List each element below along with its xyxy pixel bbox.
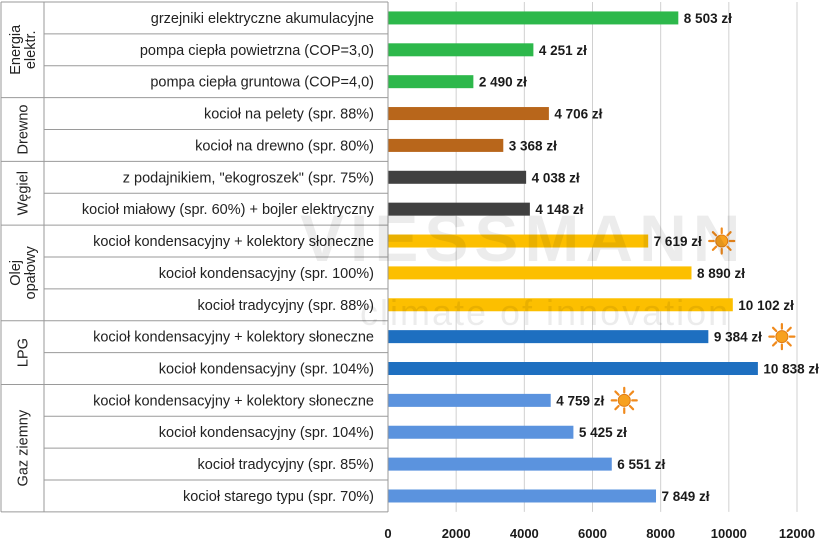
category-label-0: grzejniki elektryczne akumulacyjne	[151, 11, 374, 27]
x-tick-label-6: 12000	[779, 526, 815, 541]
group-label-0: Energiaelektr.	[8, 24, 39, 75]
bar-5	[388, 170, 527, 184]
bar-6	[388, 202, 530, 216]
sun-ray	[711, 231, 718, 237]
bar-10	[388, 330, 709, 344]
bar-15	[388, 489, 657, 503]
category-label-13: kocioł kondensacyjny (spr. 104%)	[159, 425, 374, 441]
sun-ray	[726, 231, 732, 237]
sun-core	[617, 393, 631, 407]
bar-9	[388, 298, 733, 312]
group-label-line: Drewno	[16, 104, 32, 154]
category-label-3: kocioł na pelety (spr. 88%)	[204, 107, 374, 123]
category-label-6: kocioł miałowy (spr. 60%) + bojler elekt…	[82, 202, 375, 218]
sun-ray	[726, 245, 732, 251]
category-label-15: kocioł starego typu (spr. 70%)	[183, 489, 374, 505]
value-labels: 8 503 zł 4 251 zł 2 490 zł 4 706 zł 3 368 zł…	[479, 11, 819, 504]
x-tick-label-4: 8000	[646, 526, 675, 541]
category-label-10: kocioł kondensacyjny + kolektory słonecz…	[93, 330, 374, 346]
sun-icon	[768, 323, 796, 351]
group-label-line: LPG	[16, 338, 32, 367]
sun-ray	[628, 390, 635, 396]
bar-12	[388, 393, 551, 407]
group-labels: Energiaelektr. Drewno Węgiel Olejopałowy LPG…	[8, 24, 39, 487]
x-tick-label-5: 10000	[711, 526, 747, 541]
bar-3	[388, 107, 549, 121]
value-label-10: 9 384 zł	[714, 330, 762, 345]
value-label-4: 3 368 zł	[509, 138, 557, 153]
group-label-line: opałowy	[23, 246, 39, 300]
group-label-4: LPG	[16, 338, 32, 367]
bar-2	[388, 75, 474, 89]
category-label-14: kocioł tradycyjny (spr. 85%)	[198, 457, 374, 473]
sun-ray	[614, 390, 620, 396]
x-tick-label-1: 2000	[442, 526, 471, 541]
category-frame	[0, 1, 389, 513]
bar-8	[388, 266, 692, 280]
value-label-11: 10 838 zł	[763, 362, 819, 377]
group-label-line: Gaz ziemny	[16, 409, 32, 486]
value-label-3: 4 706 zł	[554, 107, 602, 122]
x-tick-label-3: 6000	[578, 526, 607, 541]
value-label-8: 8 890 zł	[697, 266, 745, 281]
bar-13	[388, 425, 574, 439]
category-label-12: kocioł kondensacyjny + kolektory słonecz…	[93, 393, 374, 409]
bar-0	[388, 11, 679, 25]
group-label-2: Węgiel	[16, 171, 32, 215]
sun-ray	[628, 404, 635, 411]
sun-core	[715, 234, 729, 248]
bar-7	[388, 234, 649, 248]
category-labels: grzejniki elektryczne akumulacyjne pompa …	[82, 11, 375, 505]
bar-14	[388, 457, 612, 471]
group-label-3: Olejopałowy	[8, 246, 39, 300]
sun-ray	[771, 326, 778, 333]
bars	[388, 11, 758, 503]
category-label-7: kocioł kondensacyjny + kolektory słonecz…	[93, 234, 374, 250]
group-label-line: elektr.	[23, 30, 39, 69]
sun-ray	[771, 341, 778, 347]
x-axis-tick-labels: 0 2000 4000 6000 8000 10000 12000	[384, 526, 815, 541]
category-label-5: z podajnikiem, "ekogroszek" (spr. 75%)	[123, 170, 374, 186]
sun-ray	[786, 341, 792, 347]
value-label-6: 4 148 zł	[535, 202, 583, 217]
category-label-8: kocioł kondensacyjny (spr. 100%)	[159, 266, 374, 282]
value-label-1: 4 251 zł	[539, 43, 587, 58]
x-tick-label-0: 0	[384, 526, 391, 541]
category-label-4: kocioł na drewno (spr. 80%)	[195, 138, 374, 154]
value-label-9: 10 102 zł	[738, 298, 794, 313]
group-label-line: Węgiel	[16, 171, 32, 215]
value-label-15: 7 849 zł	[662, 489, 710, 504]
sun-icon	[610, 386, 638, 414]
sun-core	[775, 330, 789, 344]
category-label-2: pompa ciepła gruntowa (COP=4,0)	[150, 75, 374, 91]
group-label-line: Olej	[8, 260, 24, 286]
value-label-7: 7 619 zł	[654, 234, 702, 249]
category-label-9: kocioł tradycyjny (spr. 88%)	[198, 298, 374, 314]
group-label-1: Drewno	[16, 104, 32, 154]
group-label-5: Gaz ziemny	[16, 409, 32, 486]
sun-ray	[614, 404, 620, 411]
value-label-5: 4 038 zł	[532, 170, 580, 185]
sun-icon	[708, 227, 736, 255]
value-label-0: 8 503 zł	[684, 11, 732, 26]
bar-4	[388, 138, 504, 152]
sun-ray	[711, 245, 718, 251]
value-label-13: 5 425 zł	[579, 425, 627, 440]
group-label-line: Energia	[8, 24, 24, 75]
bar-11	[388, 362, 758, 376]
x-tick-label-2: 4000	[510, 526, 539, 541]
value-label-2: 2 490 zł	[479, 75, 527, 90]
category-label-1: pompa ciepła powietrzna (COP=3,0)	[140, 43, 374, 59]
sun-icons	[610, 227, 796, 414]
value-label-12: 4 759 zł	[556, 393, 604, 408]
category-label-11: kocioł kondensacyjny (spr. 104%)	[159, 362, 374, 378]
sun-ray	[786, 326, 792, 333]
bar-1	[388, 43, 534, 57]
value-label-14: 6 551 zł	[617, 457, 665, 472]
